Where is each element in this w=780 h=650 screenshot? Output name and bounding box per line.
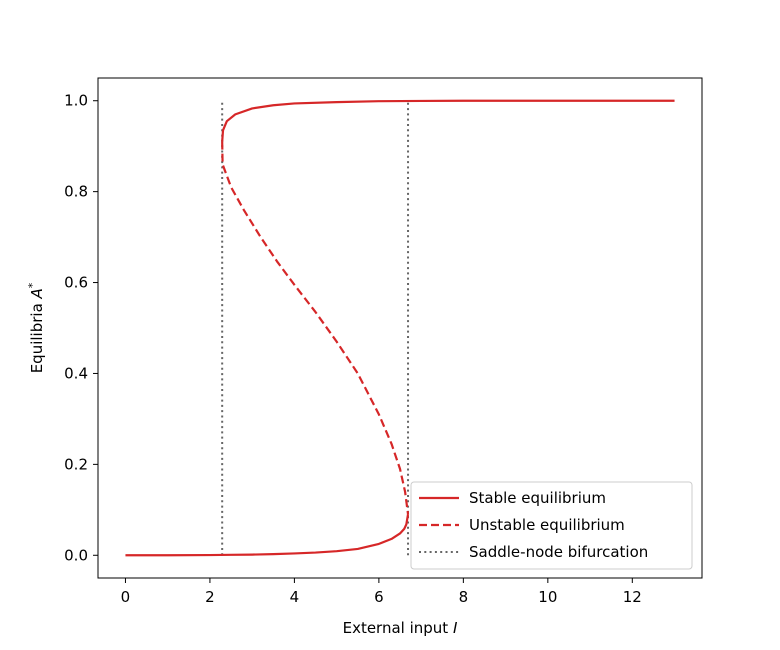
- series-line-stable-equilibrium-1: [125, 514, 410, 557]
- y-tick-label: 0.0: [64, 546, 88, 564]
- x-axis-ticks: 0 2 4 6 8 10 12: [121, 578, 642, 606]
- legend: Stable equilibrium Unstable equilibrium Sa…: [410, 481, 693, 570]
- x-tick-label: 0: [121, 588, 131, 606]
- x-axis-label: External input I: [343, 619, 458, 637]
- y-tick-label: 0.6: [64, 274, 88, 292]
- y-tick-label: 0.8: [64, 183, 88, 201]
- x-tick-label: 2: [205, 588, 215, 606]
- legend-label: Stable equilibrium: [469, 489, 606, 507]
- y-tick-label: 1.0: [64, 92, 88, 110]
- x-tick-label: 6: [374, 588, 384, 606]
- series-line-stable-equilibrium-2: [221, 99, 675, 142]
- y-axis-label: Equilibria A*: [26, 282, 46, 373]
- y-axis-ticks: 0.0 0.2 0.4 0.6 0.8 1.0: [64, 92, 98, 564]
- x-tick-label: 4: [290, 588, 300, 606]
- series-line-unstable-equilibrium-1: [221, 141, 410, 515]
- x-tick-label: 8: [459, 588, 469, 606]
- legend-label: Unstable equilibrium: [469, 516, 625, 534]
- x-tick-label: 10: [538, 588, 557, 606]
- legend-box: [410, 481, 693, 570]
- legend-label: Saddle-node bifurcation: [469, 543, 648, 561]
- y-tick-label: 0.4: [64, 364, 88, 382]
- x-tick-label: 12: [623, 588, 642, 606]
- y-tick-label: 0.2: [64, 455, 88, 473]
- plot-lines: [125, 99, 675, 557]
- plot-frame: [97, 77, 703, 579]
